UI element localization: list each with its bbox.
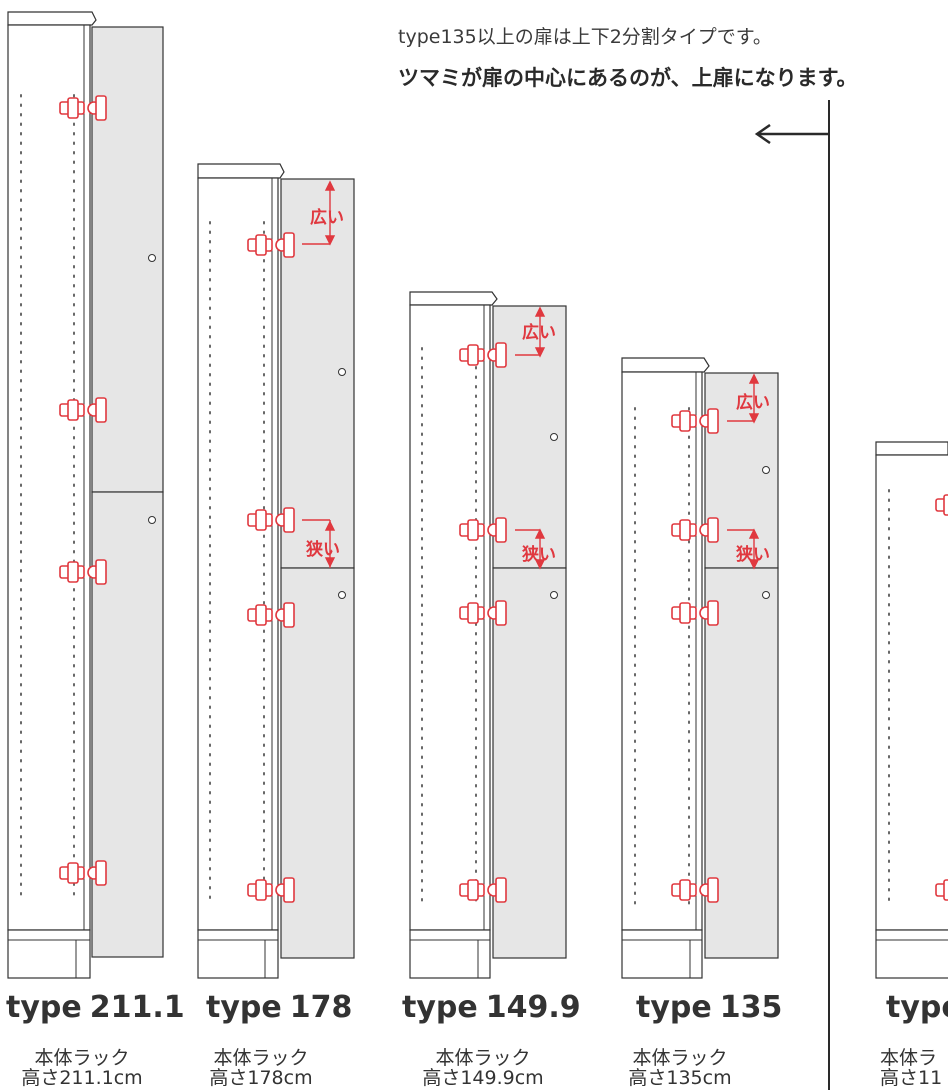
- header-note: type135以上の扉は上下2分割タイプです。: [398, 26, 772, 48]
- sub-label-149: 本体ラック: [435, 1047, 531, 1069]
- cabinet-211-drawing: [7, 11, 164, 979]
- type-prefix: type: [402, 990, 478, 1025]
- narrow-label-178: 狭い: [306, 540, 340, 560]
- type-label-178: type 178: [206, 990, 352, 1025]
- wide-label-135: 広い: [736, 393, 770, 413]
- type-prefix: type: [6, 990, 82, 1025]
- height-label-149: 高さ149.9cm: [422, 1067, 544, 1089]
- cabinet-149: [409, 291, 567, 979]
- type-label-135: type 135: [636, 990, 782, 1025]
- wide-label-178: 広い: [310, 208, 344, 228]
- height-label-178: 高さ178cm: [209, 1067, 313, 1089]
- cabinet-178: [0, 0, 370, 1000]
- cabinet-178-drawing: [197, 163, 355, 979]
- divider-line: [828, 100, 830, 1090]
- type-label-partial: type: [886, 990, 948, 1025]
- type-prefix: type: [206, 990, 282, 1025]
- type-label-149: type 149.9: [402, 990, 581, 1025]
- left-arrow-icon: [754, 124, 828, 144]
- sub-label-211: 本体ラック: [34, 1047, 130, 1069]
- type-prefix: type: [886, 990, 948, 1025]
- sub-label-partial: 本体ラ: [880, 1047, 938, 1069]
- type-prefix: type: [636, 990, 712, 1025]
- height-label-135: 高さ135cm: [628, 1067, 732, 1089]
- cabinet-211: [0, 0, 170, 1000]
- narrow-label-149: 狭い: [522, 545, 556, 565]
- type-value: 149.9: [485, 990, 581, 1025]
- cabinet-135-drawing: [621, 357, 779, 979]
- cabinet-partial-drawing: [875, 441, 948, 979]
- type-value: 211.1: [89, 990, 185, 1025]
- wide-label-149: 広い: [522, 323, 556, 343]
- height-label-211: 高さ211.1cm: [21, 1067, 143, 1089]
- sub-label-135: 本体ラック: [632, 1047, 728, 1069]
- cabinet-149-drawing: [409, 291, 567, 979]
- cabinet-135: [621, 357, 779, 979]
- type-value: 178: [289, 990, 353, 1025]
- type-value: 135: [719, 990, 783, 1025]
- sub-label-178: 本体ラック: [213, 1047, 309, 1069]
- cabinet-partial: [875, 441, 948, 979]
- type-label-211: type 211.1: [6, 990, 185, 1025]
- height-label-partial: 高さ11: [880, 1067, 943, 1089]
- narrow-label-135: 狭い: [736, 545, 770, 565]
- header-emphasis: ツマミが扉の中心にあるのが、上扉になります。: [398, 66, 858, 90]
